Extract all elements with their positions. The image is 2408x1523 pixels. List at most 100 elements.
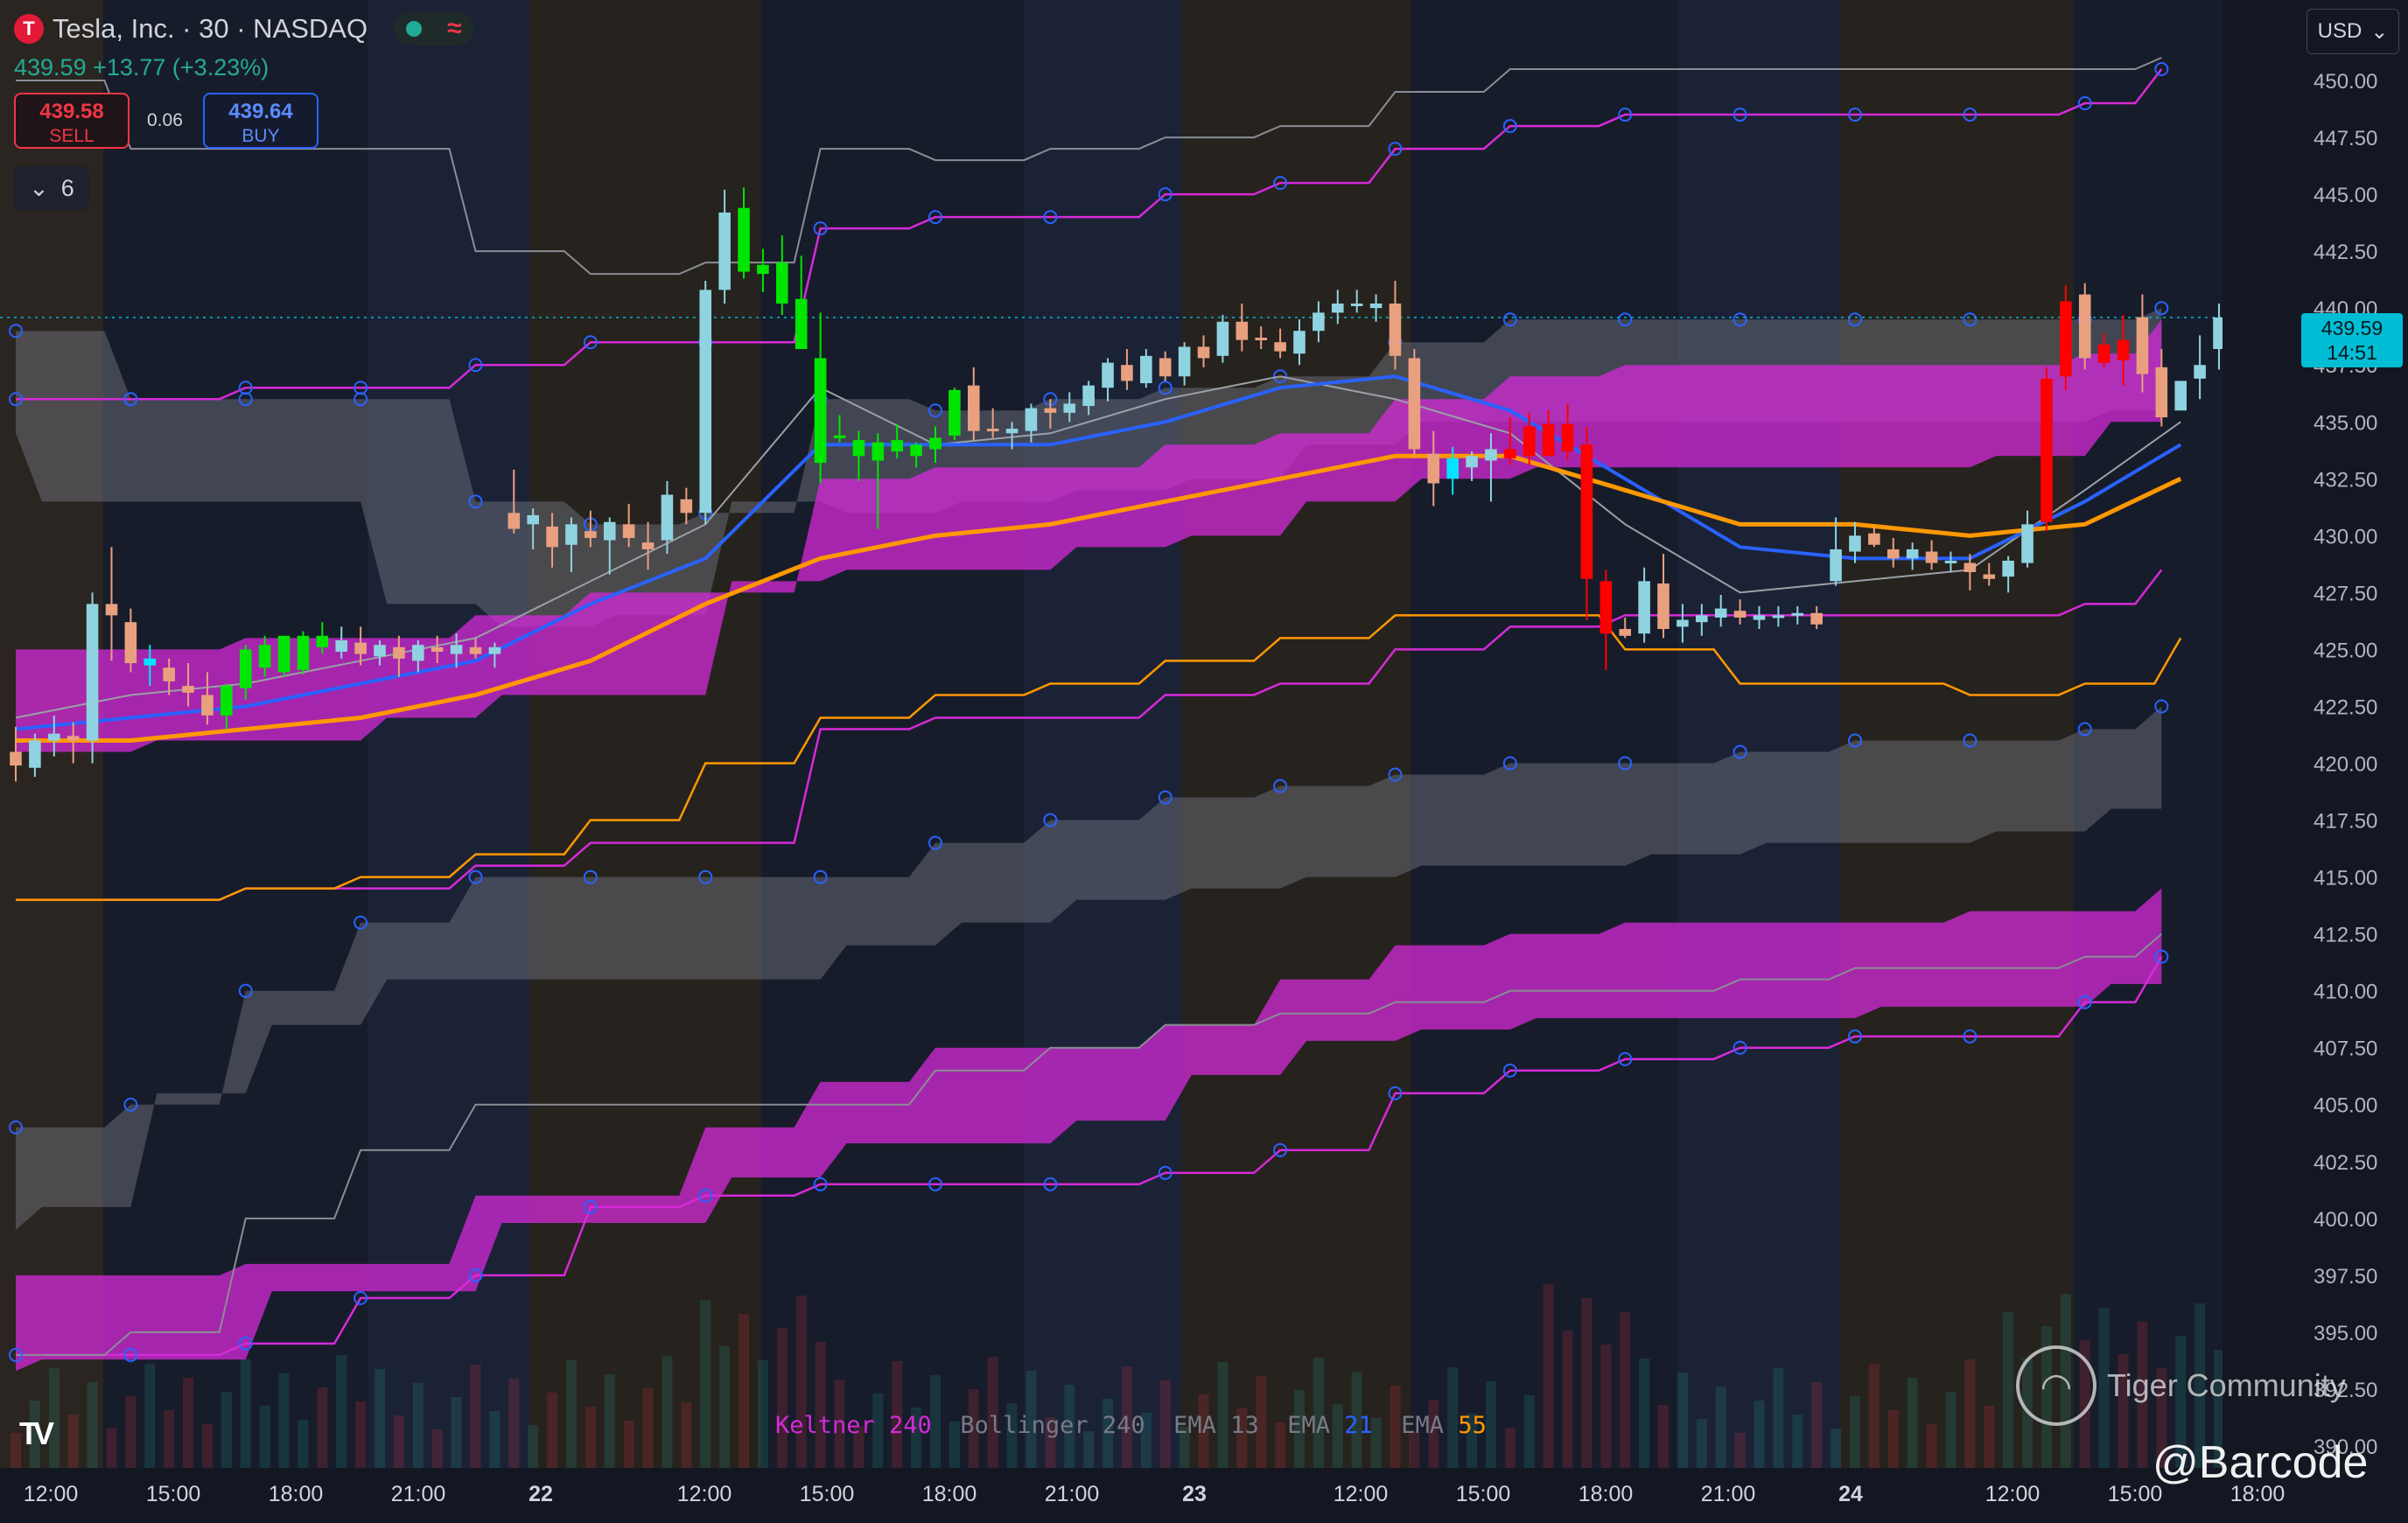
legend-name-3[interactable]: EMA bbox=[1287, 1412, 1345, 1439]
sell-price: 439.58 bbox=[39, 100, 104, 123]
volume-bar bbox=[201, 1424, 213, 1468]
candle-body bbox=[718, 212, 731, 290]
spread-value: 0.06 bbox=[147, 110, 183, 130]
volume-bar bbox=[317, 1387, 328, 1468]
band-node bbox=[9, 324, 23, 339]
band-node bbox=[928, 403, 942, 418]
legend-param-4: 55 bbox=[1458, 1412, 1516, 1439]
volume-bar bbox=[1409, 1432, 1420, 1468]
candle-body bbox=[469, 646, 482, 654]
chevron-down-icon: ⌄ bbox=[2370, 19, 2389, 44]
legend-name-1[interactable]: Bollinger bbox=[960, 1412, 1102, 1439]
market-open-icon bbox=[406, 21, 423, 37]
buy-button[interactable]: 439.64 BUY bbox=[203, 93, 318, 149]
candle-body bbox=[814, 358, 827, 464]
band-node bbox=[1732, 312, 1747, 327]
bollinger-outer-lower bbox=[16, 933, 2162, 1356]
band-node bbox=[1158, 1165, 1172, 1180]
volume-bar bbox=[1600, 1345, 1612, 1468]
candle-body bbox=[565, 524, 578, 545]
candle-body bbox=[2097, 344, 2110, 363]
market-status-pill[interactable]: ≈ bbox=[394, 12, 475, 45]
volume-bar bbox=[1256, 1376, 1267, 1468]
band-node bbox=[1273, 779, 1288, 793]
volume-bar bbox=[431, 1429, 443, 1468]
candle-body bbox=[2213, 317, 2225, 350]
volume-bar bbox=[1562, 1331, 1573, 1468]
tradingview-logo-icon[interactable]: TV bbox=[19, 1415, 54, 1451]
volume-bar bbox=[278, 1373, 290, 1468]
band-node bbox=[1732, 108, 1747, 122]
session-band bbox=[1839, 0, 2074, 1468]
volume-bar bbox=[1676, 1373, 1688, 1468]
band-node bbox=[9, 1120, 23, 1135]
band-node bbox=[1502, 756, 1517, 771]
candle-body bbox=[1140, 355, 1152, 384]
price-axis bbox=[2222, 0, 2408, 1523]
band-node bbox=[1502, 119, 1517, 134]
keltner-mid-line bbox=[16, 569, 2163, 901]
y-tick-label: 415.00 bbox=[2314, 867, 2377, 891]
volume-bar bbox=[584, 1407, 596, 1468]
band-node bbox=[354, 1290, 368, 1305]
indicator-legend[interactable]: Keltner 240 Bollinger 240 EMA 13 EMA 21 … bbox=[775, 1412, 1515, 1439]
candle-body bbox=[2002, 560, 2014, 577]
candle-body bbox=[1868, 533, 1880, 545]
band-node bbox=[1847, 733, 1862, 748]
candle-body bbox=[1561, 423, 1574, 452]
currency-selector[interactable]: USD ⌄ bbox=[2306, 9, 2399, 54]
candle-body bbox=[1772, 615, 1785, 618]
candle-body bbox=[182, 686, 194, 693]
volume-bar bbox=[719, 1346, 731, 1468]
candle-body bbox=[1906, 548, 1919, 559]
sell-label: SELL bbox=[49, 126, 94, 146]
sell-button[interactable]: 439.58 SELL bbox=[14, 93, 130, 149]
x-tick-label: 12:00 bbox=[24, 1482, 79, 1506]
legend-param-0: 240 bbox=[889, 1412, 961, 1439]
band-node bbox=[1618, 312, 1633, 327]
x-tick-label: 12:00 bbox=[677, 1482, 732, 1506]
candle-body bbox=[1408, 358, 1421, 450]
x-tick-label: 18:00 bbox=[922, 1482, 977, 1506]
candle-body bbox=[661, 494, 674, 541]
candle-body bbox=[1274, 342, 1286, 352]
symbol-title[interactable]: Tesla, Inc. · 30 · NASDAQ bbox=[52, 13, 368, 44]
volume-bar bbox=[412, 1383, 424, 1468]
x-tick-label: 15:00 bbox=[800, 1482, 855, 1506]
legend-name-0[interactable]: Keltner bbox=[775, 1412, 890, 1439]
volume-bar bbox=[451, 1397, 462, 1468]
x-tick-label: 15:00 bbox=[146, 1482, 201, 1506]
tiger-logo-icon: ◠ bbox=[2016, 1345, 2096, 1426]
candle-body bbox=[1638, 581, 1650, 634]
candle-body bbox=[1944, 560, 1957, 563]
band-node bbox=[354, 392, 368, 407]
ema55-step-line bbox=[16, 614, 2182, 901]
candle-body bbox=[527, 514, 539, 525]
volume-bar bbox=[968, 1389, 979, 1468]
band-node bbox=[1388, 767, 1403, 782]
indicator-count: 6 bbox=[60, 174, 74, 201]
candle-body bbox=[833, 435, 846, 438]
candle-body bbox=[393, 646, 405, 659]
symbol-header[interactable]: T Tesla, Inc. · 30 · NASDAQ ≈ bbox=[14, 12, 475, 45]
legend-name-4[interactable]: EMA bbox=[1401, 1412, 1459, 1439]
indicators-toggle[interactable]: ⌄ 6 bbox=[14, 166, 89, 210]
volume-bar bbox=[1658, 1405, 1670, 1468]
candle-body bbox=[2194, 365, 2206, 379]
candle-body bbox=[2174, 381, 2187, 411]
band-node bbox=[2077, 96, 2092, 111]
legend-name-2[interactable]: EMA bbox=[1173, 1412, 1231, 1439]
x-tick-label: 18:00 bbox=[269, 1482, 324, 1506]
bar-countdown: 14:51 bbox=[2327, 341, 2377, 364]
keltner-upper-band bbox=[16, 319, 2162, 752]
band-node bbox=[238, 983, 253, 998]
band-node bbox=[123, 1347, 138, 1362]
volume-bar bbox=[681, 1402, 692, 1468]
volume-bar bbox=[489, 1411, 500, 1468]
volume-bar bbox=[106, 1429, 117, 1468]
candle-body bbox=[144, 658, 157, 666]
volume-bar bbox=[1523, 1395, 1535, 1468]
volume-bar bbox=[1447, 1367, 1459, 1468]
buy-label: BUY bbox=[242, 126, 280, 146]
